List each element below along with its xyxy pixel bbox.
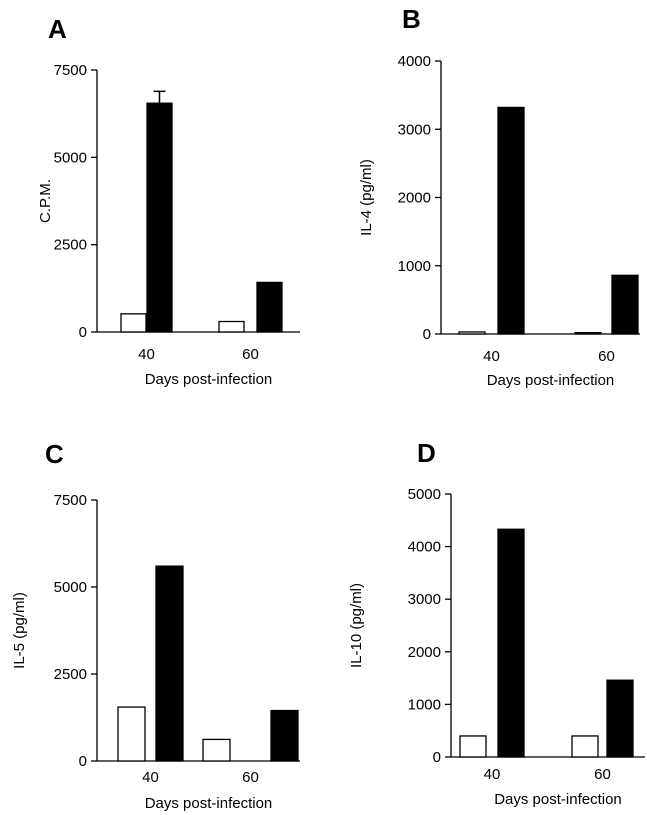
x-axis-title: Days post-infection xyxy=(145,795,273,812)
bar xyxy=(574,331,602,335)
bar xyxy=(611,274,639,335)
panel-label: A xyxy=(48,14,67,44)
y-tick-label: 0 xyxy=(79,753,87,770)
x-tick-label: 40 xyxy=(142,769,159,786)
bar xyxy=(202,738,231,762)
bar xyxy=(497,106,525,335)
chart-panel-c: C 0 2500 5000 7500 40 60 Days post-infection IL-… xyxy=(11,439,300,812)
x-tick-label: 60 xyxy=(242,769,259,786)
y-axis-title: IL-4 (pg/ml) xyxy=(358,159,375,236)
bar xyxy=(459,735,487,758)
x-tick-label: 40 xyxy=(484,766,501,783)
bar xyxy=(146,102,173,333)
bar xyxy=(571,735,599,758)
y-axis-title: IL-5 (pg/ml) xyxy=(11,592,28,669)
x-tick-label: 60 xyxy=(594,766,611,783)
y-tick-label: 4000 xyxy=(398,53,431,70)
y-tick-label: 2000 xyxy=(398,190,431,207)
y-tick-label: 1000 xyxy=(408,696,441,713)
bar xyxy=(120,313,147,333)
y-tick-label: 1000 xyxy=(398,258,431,275)
bar xyxy=(270,709,299,762)
y-axis-title: C.P.M. xyxy=(37,179,54,223)
chart-panel-a: A 0 2500 5000 7500 40 60 Days post-infection C.P… xyxy=(37,14,300,388)
x-axis-title: Days post-infection xyxy=(145,371,273,388)
bar xyxy=(218,320,245,333)
y-tick-label: 4000 xyxy=(408,539,441,556)
panel-label: B xyxy=(402,4,421,34)
y-tick-label: 3000 xyxy=(398,121,431,138)
y-tick-label: 2500 xyxy=(54,237,87,254)
bar xyxy=(606,679,634,758)
y-tick-label: 0 xyxy=(423,326,431,343)
bar xyxy=(497,528,525,758)
bar xyxy=(155,565,184,762)
y-axis-title: IL-10 (pg/ml) xyxy=(348,583,365,668)
y-tick-label: 2000 xyxy=(408,644,441,661)
x-tick-label: 60 xyxy=(598,348,615,365)
y-tick-label: 7500 xyxy=(54,62,87,79)
y-tick-label: 0 xyxy=(79,324,87,341)
y-tick-label: 7500 xyxy=(54,492,87,509)
bar xyxy=(458,331,486,335)
y-tick-label: 5000 xyxy=(408,486,441,503)
panel-label: C xyxy=(45,439,64,469)
x-axis-title: Days post-infection xyxy=(487,372,615,389)
y-tick-label: 2500 xyxy=(54,666,87,683)
bar xyxy=(117,706,146,762)
y-tick-label: 0 xyxy=(433,749,441,766)
x-axis-title: Days post-infection xyxy=(494,791,622,808)
panel-label: D xyxy=(417,438,436,468)
x-tick-label: 60 xyxy=(242,346,259,363)
y-tick-label: 5000 xyxy=(54,149,87,166)
y-tick-label: 5000 xyxy=(54,579,87,596)
bar xyxy=(256,281,283,333)
y-tick-label: 3000 xyxy=(408,591,441,608)
x-tick-label: 40 xyxy=(483,348,500,365)
chart-panel-d: D 0 1000 2000 3000 4000 5000 40 60 Days post-infe… xyxy=(348,438,645,808)
x-tick-label: 40 xyxy=(138,346,155,363)
chart-panel-b: B 0 1000 2000 3000 4000 40 60 Days post-infectio… xyxy=(358,4,640,389)
